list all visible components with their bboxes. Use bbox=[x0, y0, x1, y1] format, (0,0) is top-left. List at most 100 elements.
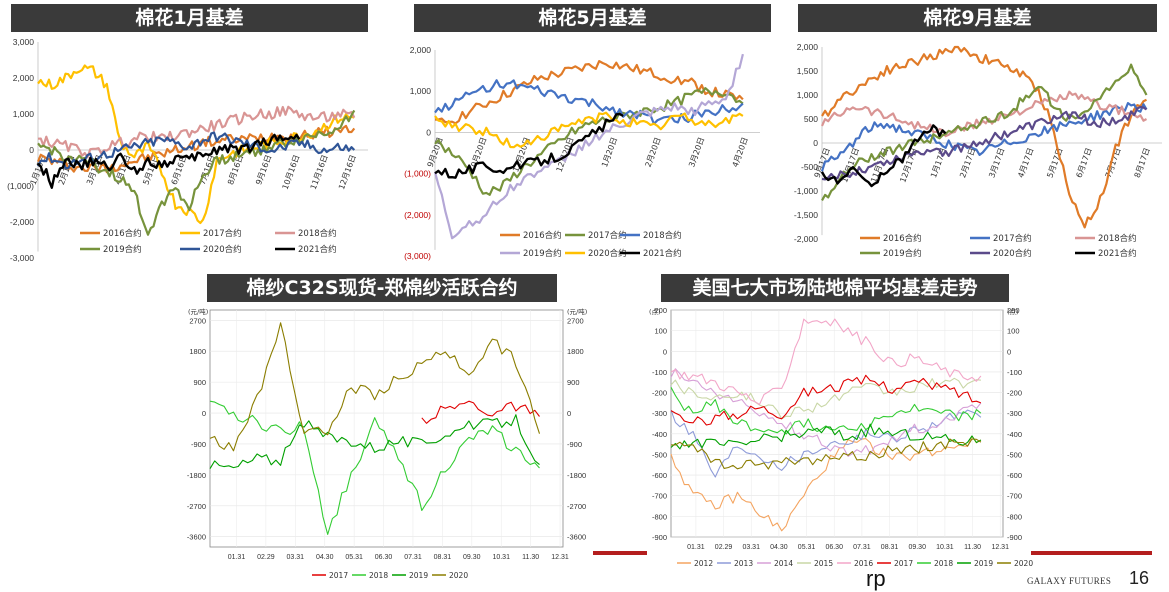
c1-xtick: 10月16日 bbox=[281, 154, 302, 191]
c5-series-2016 bbox=[670, 318, 982, 406]
c4-series-2018 bbox=[209, 400, 540, 535]
c2-series-2017合约 bbox=[434, 87, 744, 196]
c5-series-2015 bbox=[670, 377, 981, 420]
c1-series-2017合约 bbox=[37, 64, 355, 225]
c5-ytick-right: -200 bbox=[1007, 389, 1022, 398]
c5-xtick: 08.31 bbox=[881, 544, 899, 551]
c3-ytick: -500 bbox=[801, 162, 818, 172]
c4-legend-label: 2017 bbox=[329, 571, 348, 580]
c3-series-2019合约 bbox=[821, 63, 1148, 201]
c4-ytick: 900 bbox=[193, 378, 206, 387]
c2-series-2021合约 bbox=[434, 112, 624, 179]
c3-ytick: 2,000 bbox=[797, 42, 819, 52]
c4-ytick-right: -3600 bbox=[567, 533, 586, 542]
c3-ytick: 0 bbox=[813, 138, 818, 148]
c2-xtick: 1月20日 bbox=[600, 136, 619, 168]
c4-xtick: 03.31 bbox=[287, 554, 305, 561]
c4-series-2017 bbox=[421, 400, 540, 424]
c5-ytick: -300 bbox=[652, 409, 667, 418]
c4-ytick-right: 2700 bbox=[567, 316, 584, 325]
c4-ytick: 2700 bbox=[189, 316, 206, 325]
c3-ytick: 500 bbox=[804, 114, 818, 124]
c5-ytick: 0 bbox=[663, 347, 667, 356]
c1-legend-label: 2016合约 bbox=[103, 228, 142, 239]
c4-legend-label: 2019 bbox=[409, 571, 428, 580]
c1-xtick: 9月16日 bbox=[254, 154, 273, 186]
c5-unit-left: (点) bbox=[649, 308, 661, 316]
c1-legend-label: 2019合约 bbox=[103, 244, 142, 255]
c4-ytick-right: -1800 bbox=[567, 471, 586, 480]
c4-ytick-right: -2700 bbox=[567, 502, 586, 511]
c4-xtick: 09.30 bbox=[463, 554, 481, 561]
brand-name: GALAXY FUTURES bbox=[1027, 576, 1112, 586]
c5-legend-label: 2016 bbox=[854, 559, 873, 568]
c4-unit-left: (元/吨) bbox=[188, 307, 208, 316]
c4-ytick: -3600 bbox=[187, 533, 206, 542]
chart3-cotton-sep-basis: 2,000 1,500 1,000 500 0 -500 -1,000 -1,500 -2,00… bbox=[794, 42, 1162, 259]
c3-series-2017合约 bbox=[820, 102, 1148, 172]
stray-text: rp bbox=[866, 566, 886, 591]
c2-ytick: 2,000 bbox=[410, 45, 432, 55]
c1-legend-label: 2020合约 bbox=[203, 244, 242, 255]
c2-ytick: 0 bbox=[426, 127, 431, 137]
c2-ytick: (3,000) bbox=[404, 251, 431, 261]
c5-ytick-right: -600 bbox=[1007, 471, 1022, 480]
c3-legend-label: 2020合约 bbox=[993, 248, 1032, 259]
c5-xtick: 02.29 bbox=[715, 544, 733, 551]
c4-ytick-right: 900 bbox=[567, 378, 580, 387]
c1-ytick: -3,000 bbox=[10, 253, 34, 263]
c5-ytick: -800 bbox=[652, 512, 667, 521]
c4-series-2020 bbox=[209, 322, 541, 452]
c5-series-2019 bbox=[670, 423, 982, 450]
c3-legend-label: 2018合约 bbox=[1098, 233, 1137, 244]
c5-xtick: 09.30 bbox=[908, 544, 926, 551]
c4-legend-label: 2018 bbox=[369, 571, 388, 580]
chart3-title: 棉花9月基差 bbox=[798, 4, 1157, 32]
page-number: 16 bbox=[1129, 568, 1150, 588]
c2-series-2018合约 bbox=[434, 79, 744, 125]
c4-xtick: 06.30 bbox=[375, 554, 393, 561]
c2-ytick: (2,000) bbox=[404, 210, 431, 220]
c1-legend-label: 2017合约 bbox=[203, 228, 242, 239]
c4-ytick: -2700 bbox=[187, 502, 206, 511]
c3-series-2016合约 bbox=[821, 45, 1147, 229]
c1-series-2016合约 bbox=[36, 124, 356, 174]
c4-xtick: 05.31 bbox=[345, 554, 363, 561]
c3-ytick: 1,000 bbox=[797, 90, 819, 100]
chart4-yarn-basis: 2700 2700 1800 1800 900 900 0 0 -900 -900 -1800 -18… bbox=[187, 307, 587, 580]
footer-rule-left bbox=[593, 551, 647, 555]
c4-ytick: 0 bbox=[202, 409, 206, 418]
c3-ytick: -2,000 bbox=[794, 234, 818, 244]
c1-legend-label: 2021合约 bbox=[298, 244, 337, 255]
c2-xtick: 4月20日 bbox=[731, 136, 750, 168]
c4-plot-frame bbox=[209, 309, 564, 548]
c2-series-2020合约 bbox=[434, 111, 744, 149]
c1-series-2021合约 bbox=[37, 133, 301, 189]
c4-ytick: 1800 bbox=[189, 347, 206, 356]
c4-ytick-right: 1800 bbox=[567, 347, 584, 356]
c2-legend-label: 2018合约 bbox=[643, 230, 682, 241]
c1-legend-label: 2018合约 bbox=[298, 228, 337, 239]
c5-ytick-right: -700 bbox=[1007, 492, 1022, 501]
c4-xtick: 04.30 bbox=[316, 554, 334, 561]
c2-legend-label: 2020合约 bbox=[588, 248, 627, 259]
c3-xtick: 6月17日 bbox=[1075, 147, 1094, 179]
chart2-title: 棉花5月基差 bbox=[414, 4, 771, 32]
chart5-us-cotton-basis: 200 200 100 100 0 0 -100 -100 -200 -200 -300 -300 -4… bbox=[649, 306, 1033, 568]
c1-ytick: 1,000 bbox=[13, 109, 35, 119]
c2-xtick: 9月20日 bbox=[426, 136, 445, 168]
chart4-title: 棉纱C32S现货-郑棉纱活跃合约 bbox=[207, 274, 557, 302]
c5-legend-label: 2014 bbox=[774, 559, 793, 568]
c5-ytick: -200 bbox=[652, 389, 667, 398]
c5-ytick-right: -900 bbox=[1007, 533, 1022, 542]
c1-series-2020合约 bbox=[37, 131, 356, 170]
c5-series-2014 bbox=[670, 368, 982, 457]
c4-xtick: 08.31 bbox=[434, 554, 452, 561]
c2-legend-label: 2021合约 bbox=[643, 248, 682, 259]
c5-ytick-right: -800 bbox=[1007, 512, 1022, 521]
c5-ytick: -900 bbox=[652, 533, 667, 542]
c4-ytick-right: 0 bbox=[567, 409, 571, 418]
c5-ytick-right: 200 bbox=[1007, 306, 1020, 315]
c4-series-2019 bbox=[209, 414, 540, 469]
